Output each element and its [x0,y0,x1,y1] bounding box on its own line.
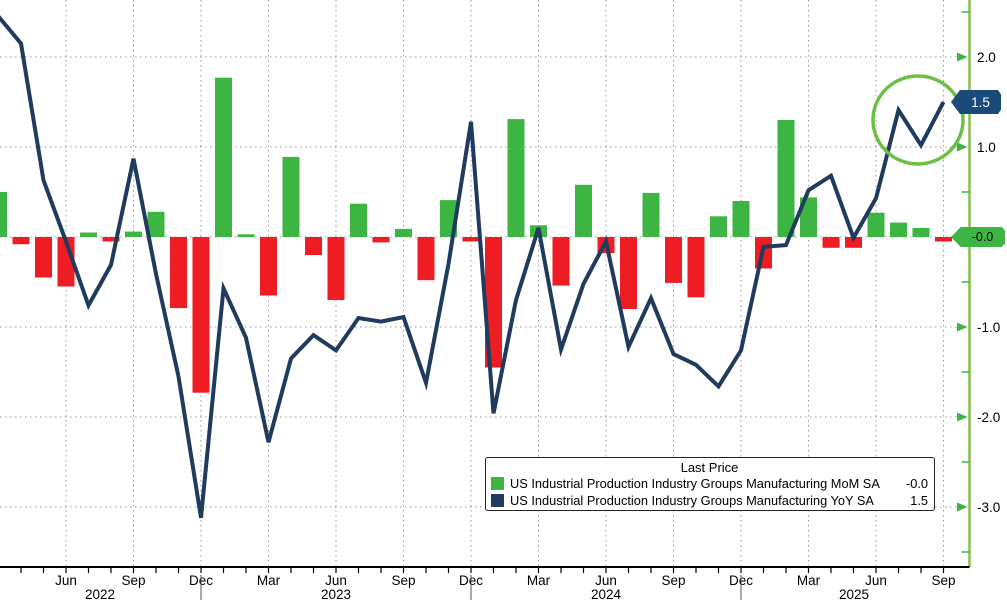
mom-bar [417,237,435,281]
mom-bar [845,237,862,248]
mom-bar [372,237,390,243]
x-quarter-label: Jun [55,573,77,588]
y-tick-label: -2.0 [977,410,1000,425]
mom-bar [305,237,322,255]
x-year-label: 2025 [839,587,869,600]
axis-arrow-icon [957,322,968,332]
mom-bar [552,237,570,286]
y-tick-label: -3.0 [977,500,1000,515]
mom-bar [800,197,817,237]
x-quarter-label: Mar [257,573,281,588]
legend-item-mom: US Industrial Production Industry Groups… [491,475,928,492]
legend-label-yoy: US Industrial Production Industry Groups… [510,493,874,508]
mom-bar [327,237,345,300]
mom-bar [350,203,367,237]
mom-bar [890,222,907,237]
yoy-line [0,15,946,519]
x-quarter-label: Jun [865,573,887,588]
axis-arrow-icon [957,142,968,152]
y-tick-label: 1.0 [977,140,996,155]
mom-bar [822,237,840,248]
mom-bar [260,237,277,296]
highlight-circle-annotation [871,74,965,166]
mom-bar [867,212,885,237]
mom-bar [35,237,52,278]
x-quarter-label: Mar [797,573,821,588]
mom-bar [395,228,412,237]
last-price-badge-mom: -0.0 [951,227,1005,247]
mom-bar [237,234,255,237]
x-quarter-label: Jun [325,573,347,588]
x-year-label: 2022 [85,587,115,600]
mom-bar [125,231,142,237]
x-quarter-label: Jun [595,573,617,588]
mom-bar [912,228,930,237]
axis-arrow-icon [957,52,968,62]
legend-label-mom: US Industrial Production Industry Groups… [510,476,880,491]
axis-arrow-icon [957,502,968,512]
legend-box: Last Price US Industrial Production Indu… [485,457,935,511]
mom-bar [282,156,300,237]
y-tick-label: 2.0 [977,50,996,65]
mom-bar [687,237,705,298]
x-quarter-label: Sep [121,573,145,588]
mom-bar [192,237,210,393]
mom-bar [462,237,480,242]
y-tick-label: -1.0 [977,320,1000,335]
mom-bar [777,120,795,237]
x-quarter-label: Sep [661,573,685,588]
x-quarter-label: Mar [527,573,551,588]
legend-value-mom: -0.0 [905,476,928,491]
mom-bar [0,192,7,237]
mom-bar [170,237,187,309]
mom-bar [575,184,592,237]
mom-bar [642,192,660,237]
last-price-badge-yoy: 1.5 [951,90,1001,114]
x-year-label: 2024 [591,587,622,600]
mom-bar [507,119,525,237]
mom-bar [935,237,952,242]
mom-bar [12,237,30,245]
yoy-series-swatch [491,494,504,507]
legend-value-yoy: 1.5 [910,493,928,508]
legend-title: Last Price [680,460,739,475]
mom-bar [102,237,120,242]
x-quarter-label: Sep [391,573,415,588]
axis-arrow-icon [957,412,968,422]
legend-item-yoy: US Industrial Production Industry Groups… [491,492,928,509]
mom-series-swatch [491,477,504,490]
mom-bar [80,232,97,237]
mom-bar [215,77,232,237]
mom-bar [620,237,637,309]
x-quarter-label: Sep [931,573,955,588]
mom-bar [147,211,165,237]
x-year-label: 2023 [321,587,351,600]
mom-bar [732,201,750,237]
mom-bar [710,216,727,237]
mom-bar [665,237,682,283]
